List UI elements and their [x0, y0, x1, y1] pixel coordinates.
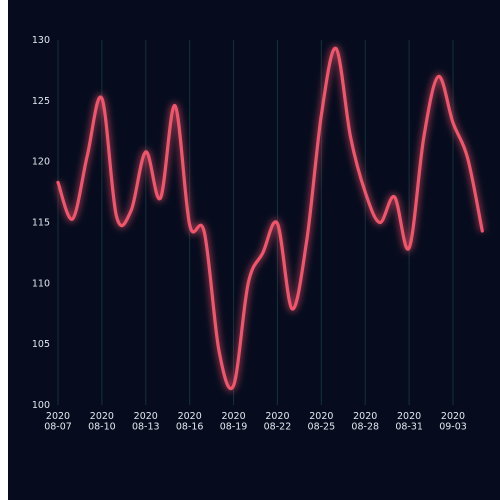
x-tick-label: 2020 08-07	[44, 411, 72, 433]
line-chart: 100 105 110 115 120 125 130 2020 08-07 2020 08-10…	[32, 35, 486, 433]
y-tick-label: 125	[32, 96, 50, 107]
series-layer	[55, 45, 486, 392]
x-tick-label: 2020 08-22	[264, 411, 292, 433]
y-tick-label: 100	[32, 400, 50, 411]
x-axis-ticks: 2020 08-07 2020 08-10 2020 08-13 2020 08-16 2020…	[44, 411, 467, 433]
series-line-glow	[55, 45, 486, 392]
x-tick-label: 2020 08-16	[176, 411, 204, 433]
y-axis-ticks: 100 105 110 115 120 125 130	[32, 35, 50, 411]
y-tick-label: 115	[32, 218, 50, 229]
y-tick-label: 120	[32, 157, 50, 168]
x-tick-label: 2020 09-03	[439, 411, 467, 433]
x-tick-label: 2020 08-19	[220, 411, 248, 433]
x-tick-label: 2020 08-10	[88, 411, 116, 433]
chart-area: 100 105 110 115 120 125 130 2020 08-07 2020 08-10…	[8, 0, 500, 500]
series-line	[56, 46, 484, 390]
y-tick-label: 130	[32, 35, 50, 46]
x-tick-label: 2020 08-13	[132, 411, 160, 433]
x-tick-label: 2020 08-25	[308, 411, 336, 433]
x-tick-label: 2020 08-28	[351, 411, 379, 433]
y-tick-label: 110	[32, 278, 50, 289]
x-tick-label: 2020 08-31	[395, 411, 423, 433]
y-tick-label: 105	[32, 339, 50, 350]
